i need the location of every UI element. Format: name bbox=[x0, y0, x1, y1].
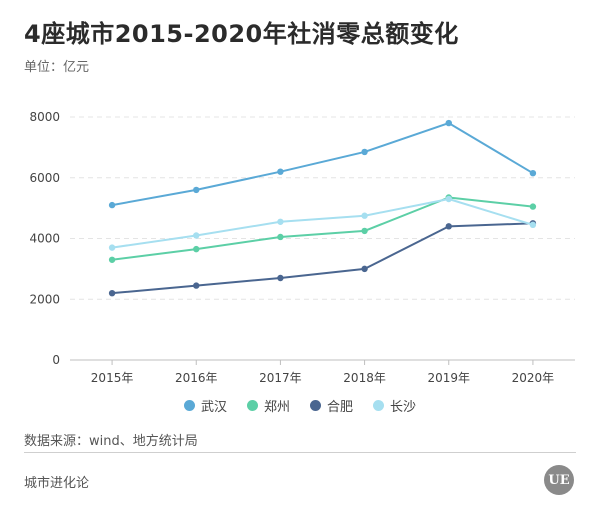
data-point bbox=[445, 223, 452, 230]
x-tick-label: 2018年 bbox=[343, 371, 386, 385]
series-line bbox=[111, 198, 534, 249]
data-point bbox=[445, 119, 452, 127]
unit-label: 单位：亿元 bbox=[24, 60, 90, 75]
data-point bbox=[108, 201, 116, 209]
legend-marker-icon bbox=[373, 400, 385, 411]
x-tick-label: 2015年 bbox=[91, 371, 134, 385]
series-line bbox=[111, 222, 533, 295]
legend-label: 长沙 bbox=[390, 400, 417, 415]
footer-divider bbox=[24, 452, 576, 453]
y-tick-label: 0 bbox=[52, 353, 60, 367]
data-point bbox=[193, 245, 200, 253]
data-point bbox=[361, 212, 368, 219]
legend-marker-icon bbox=[246, 400, 258, 411]
data-point bbox=[193, 232, 200, 239]
legend-label: 郑州 bbox=[263, 400, 290, 415]
data-point bbox=[277, 233, 284, 241]
line-chart: 0 2000 4000 6000 8000 2015年 2016年 2017年 2018年 201… bbox=[29, 110, 575, 385]
legend-label: 武汉 bbox=[200, 400, 227, 415]
legend-item-hefei[interactable]: 合肥 bbox=[310, 396, 353, 415]
data-point bbox=[529, 169, 537, 177]
data-point bbox=[445, 195, 452, 203]
data-point bbox=[277, 218, 284, 225]
data-point bbox=[108, 256, 116, 263]
data-point bbox=[277, 274, 284, 282]
legend-marker-icon bbox=[183, 400, 195, 411]
brand-logo-icon: UE bbox=[544, 465, 574, 495]
x-tick-label: 2016年 bbox=[175, 371, 218, 385]
data-point bbox=[108, 244, 116, 251]
brand-name: 城市进化论 bbox=[24, 476, 90, 491]
data-point bbox=[529, 221, 537, 229]
y-tick-label: 4000 bbox=[29, 232, 60, 246]
y-tick-label: 2000 bbox=[29, 292, 60, 306]
data-point bbox=[529, 203, 537, 210]
series-line bbox=[111, 122, 534, 207]
y-tick-label: 6000 bbox=[29, 171, 60, 185]
legend-marker-icon bbox=[310, 400, 321, 411]
x-tick-label: 2019年 bbox=[427, 371, 470, 385]
y-tick-label: 8000 bbox=[29, 110, 60, 124]
x-tick-label: 2017年 bbox=[259, 371, 302, 385]
data-point bbox=[361, 148, 368, 156]
chart-title: 4座城市2015-2020年社消零总额变化 bbox=[24, 20, 459, 48]
data-source: 数据来源：wind、地方统计局 bbox=[24, 434, 198, 449]
series-line bbox=[111, 196, 534, 261]
data-point bbox=[193, 186, 200, 194]
data-point bbox=[361, 265, 368, 273]
legend-item-zhengzhou[interactable]: 郑州 bbox=[246, 396, 290, 415]
chart-legend: 武汉 郑州 合肥 长沙 bbox=[0, 396, 600, 415]
data-point bbox=[108, 289, 116, 297]
legend-item-wuhan[interactable]: 武汉 bbox=[183, 396, 227, 415]
x-tick-label: 2020年 bbox=[512, 371, 555, 385]
data-point bbox=[361, 227, 368, 235]
legend-label: 合肥 bbox=[327, 400, 354, 415]
data-point bbox=[277, 168, 284, 175]
legend-item-changsha[interactable]: 长沙 bbox=[373, 396, 416, 415]
data-point bbox=[193, 282, 200, 289]
